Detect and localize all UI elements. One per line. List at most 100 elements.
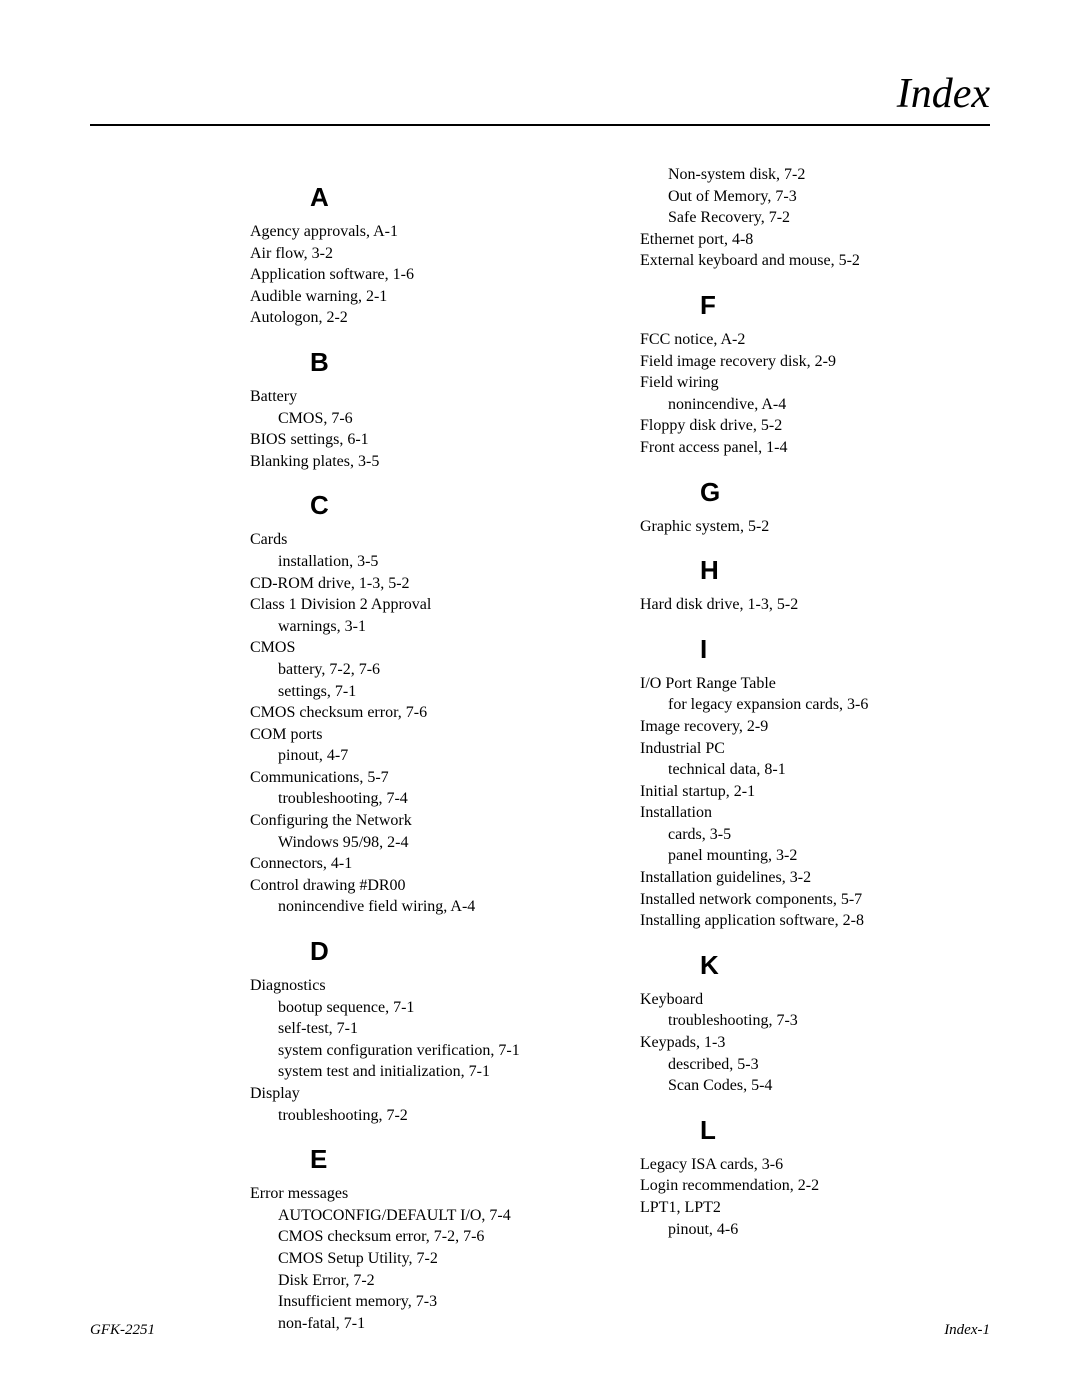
index-entry: FCC notice, A-2 — [640, 329, 990, 351]
index-entry: Keypads, 1-3 — [640, 1032, 990, 1054]
index-section: E Error messagesAUTOCONFIG/DEFAULT I/O, 7… — [250, 1144, 600, 1334]
index-subentry: system test and initialization, 7-1 — [250, 1061, 600, 1083]
index-entry: CMOS — [250, 637, 600, 659]
index-entry: LPT1, LPT2 — [640, 1197, 990, 1219]
footer-left: GFK-2251 — [90, 1322, 155, 1339]
index-subentry: Insufficient memory, 7-3 — [250, 1291, 600, 1313]
index-entry: Communications, 5-7 — [250, 767, 600, 789]
index-entry: Configuring the Network — [250, 810, 600, 832]
index-subentry: bootup sequence, 7-1 — [250, 997, 600, 1019]
section-letter: I — [700, 634, 990, 665]
index-subentry: nonincendive, A-4 — [640, 394, 990, 416]
index-subentry: settings, 7-1 — [250, 681, 600, 703]
index-section: Non-system disk, 7-2Out of Memory, 7-3Sa… — [640, 164, 990, 272]
index-entry: I/O Port Range Table — [640, 673, 990, 695]
index-section: A Agency approvals, A-1Air flow, 3-2Appli… — [250, 182, 600, 329]
index-entry: Field wiring — [640, 372, 990, 394]
index-subentry: described, 5-3 — [640, 1054, 990, 1076]
index-subentry: warnings, 3-1 — [250, 616, 600, 638]
index-subentry: CMOS, 7-6 — [250, 408, 600, 430]
index-entry: Initial startup, 2-1 — [640, 781, 990, 803]
index-subentry: panel mounting, 3-2 — [640, 845, 990, 867]
index-entry: Image recovery, 2-9 — [640, 716, 990, 738]
index-entry: Installing application software, 2-8 — [640, 910, 990, 932]
index-entry: Field image recovery disk, 2-9 — [640, 351, 990, 373]
index-entry: Legacy ISA cards, 3-6 — [640, 1154, 990, 1176]
index-subentry: Safe Recovery, 7-2 — [640, 207, 990, 229]
index-entry: Agency approvals, A-1 — [250, 221, 600, 243]
section-letter: F — [700, 290, 990, 321]
index-section: DDiagnosticsbootup sequence, 7-1self-tes… — [250, 936, 600, 1126]
section-letter: H — [700, 555, 990, 586]
index-entry: Audible warning, 2-1 — [250, 286, 600, 308]
index-entry: Battery — [250, 386, 600, 408]
index-subentry: cards, 3-5 — [640, 824, 990, 846]
index-entry: COM ports — [250, 724, 600, 746]
index-entry: Application software, 1-6 — [250, 264, 600, 286]
footer-right: Index-1 — [944, 1322, 990, 1339]
section-letter: L — [700, 1115, 990, 1146]
index-subentry: battery, 7-2, 7-6 — [250, 659, 600, 681]
index-subentry: pinout, 4-6 — [640, 1219, 990, 1241]
index-section: G Graphic system, 5-2 — [640, 477, 990, 538]
index-section: F FCC notice, A-2Field image recovery dis… — [640, 290, 990, 459]
index-subentry: self-test, 7-1 — [250, 1018, 600, 1040]
index-entry: Display — [250, 1083, 600, 1105]
index-entry: External keyboard and mouse, 5-2 — [640, 250, 990, 272]
title-block: Index — [90, 70, 990, 126]
index-section: L Legacy ISA cards, 3-6Login recommendati… — [640, 1115, 990, 1240]
index-subentry: troubleshooting, 7-2 — [250, 1105, 600, 1127]
section-letter: B — [310, 347, 600, 378]
page-footer: GFK-2251 Index-1 — [90, 1322, 990, 1339]
index-entry: Front access panel, 1-4 — [640, 437, 990, 459]
section-letter: G — [700, 477, 990, 508]
index-entry: Login recommendation, 2-2 — [640, 1175, 990, 1197]
index-subentry: troubleshooting, 7-3 — [640, 1010, 990, 1032]
index-entry: Graphic system, 5-2 — [640, 516, 990, 538]
index-entry: Connectors, 4-1 — [250, 853, 600, 875]
index-entry: Cards — [250, 529, 600, 551]
index-subentry: Scan Codes, 5-4 — [640, 1075, 990, 1097]
index-entry: Control drawing #DR00 — [250, 875, 600, 897]
index-subentry: installation, 3-5 — [250, 551, 600, 573]
index-entry: Diagnostics — [250, 975, 600, 997]
section-letter: A — [310, 182, 600, 213]
index-subentry: system configuration verification, 7-1 — [250, 1040, 600, 1062]
section-letter: E — [310, 1144, 600, 1175]
index-subentry: CMOS checksum error, 7-2, 7-6 — [250, 1226, 600, 1248]
index-subentry: AUTOCONFIG/DEFAULT I/O, 7-4 — [250, 1205, 600, 1227]
index-columns: A Agency approvals, A-1Air flow, 3-2Appli… — [90, 164, 990, 1340]
index-entry: Floppy disk drive, 5-2 — [640, 415, 990, 437]
index-entry: Air flow, 3-2 — [250, 243, 600, 265]
index-subentry: pinout, 4-7 — [250, 745, 600, 767]
index-subentry: Out of Memory, 7-3 — [640, 186, 990, 208]
index-entry: CD-ROM drive, 1-3, 5-2 — [250, 573, 600, 595]
index-entry: Ethernet port, 4-8 — [640, 229, 990, 251]
index-subentry: troubleshooting, 7-4 — [250, 788, 600, 810]
index-section: C Cardsinstallation, 3-5CD-ROM drive, 1-3… — [250, 490, 600, 918]
index-column-left: A Agency approvals, A-1Air flow, 3-2Appli… — [90, 164, 600, 1340]
index-entry: Installation — [640, 802, 990, 824]
index-column-right: Non-system disk, 7-2Out of Memory, 7-3Sa… — [640, 164, 990, 1340]
page: Index A Agency approvals, A-1Air flow, 3-… — [0, 0, 1080, 1397]
index-section: I I/O Port Range Tablefor legacy expansio… — [640, 634, 990, 932]
index-subentry: nonincendive field wiring, A-4 — [250, 896, 600, 918]
page-title: Index — [90, 70, 990, 118]
index-section: H Hard disk drive, 1-3, 5-2 — [640, 555, 990, 616]
index-entry: Hard disk drive, 1-3, 5-2 — [640, 594, 990, 616]
index-entry: Keyboard — [640, 989, 990, 1011]
section-letter: C — [310, 490, 600, 521]
index-subentry: Non-system disk, 7-2 — [640, 164, 990, 186]
index-subentry: for legacy expansion cards, 3-6 — [640, 694, 990, 716]
index-entry: Error messages — [250, 1183, 600, 1205]
index-entry: Blanking plates, 3-5 — [250, 451, 600, 473]
index-section: K Keyboardtroubleshooting, 7-3Keypads, 1-… — [640, 950, 990, 1097]
index-entry: Installation guidelines, 3-2 — [640, 867, 990, 889]
section-letter: K — [700, 950, 990, 981]
index-section: B BatteryCMOS, 7-6BIOS settings, 6-1Blank… — [250, 347, 600, 472]
index-entry: Industrial PC — [640, 738, 990, 760]
index-subentry: Windows 95/98, 2-4 — [250, 832, 600, 854]
index-subentry: Disk Error, 7-2 — [250, 1270, 600, 1292]
index-subentry: technical data, 8-1 — [640, 759, 990, 781]
index-entry: BIOS settings, 6-1 — [250, 429, 600, 451]
